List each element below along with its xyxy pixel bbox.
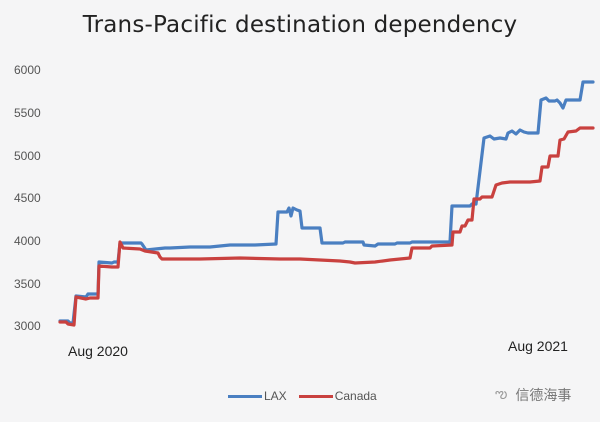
x-tick-label: Aug 2021 <box>508 338 568 354</box>
legend-swatch-canada <box>298 394 333 398</box>
series-line-canada <box>58 126 595 327</box>
legend-item-canada: Canada <box>298 389 377 403</box>
x-tick-label: Aug 2020 <box>68 343 128 359</box>
legend-swatch-lax <box>228 394 262 398</box>
y-tick-label: 4500 <box>14 191 41 205</box>
legend: LAX Canada <box>228 389 389 403</box>
legend-item-lax: LAX <box>228 389 287 403</box>
y-tick-label: 4000 <box>14 234 41 248</box>
chart-title: Trans-Pacific destination dependency <box>82 12 518 38</box>
watermark-text: 信德海事 <box>515 388 572 404</box>
y-tick-label: 6000 <box>14 63 41 77</box>
legend-label-lax: LAX <box>264 389 287 403</box>
y-tick-label: 3500 <box>14 277 41 291</box>
y-tick-label: 3000 <box>14 319 41 333</box>
legend-label-canada: Canada <box>334 389 377 403</box>
series-line-lax <box>58 80 595 325</box>
wechat-icon: ఌ <box>495 385 508 402</box>
y-tick-label: 5000 <box>14 149 41 163</box>
watermark: ఌ 信德海事 <box>495 385 571 405</box>
y-tick-label: 5500 <box>14 106 41 120</box>
